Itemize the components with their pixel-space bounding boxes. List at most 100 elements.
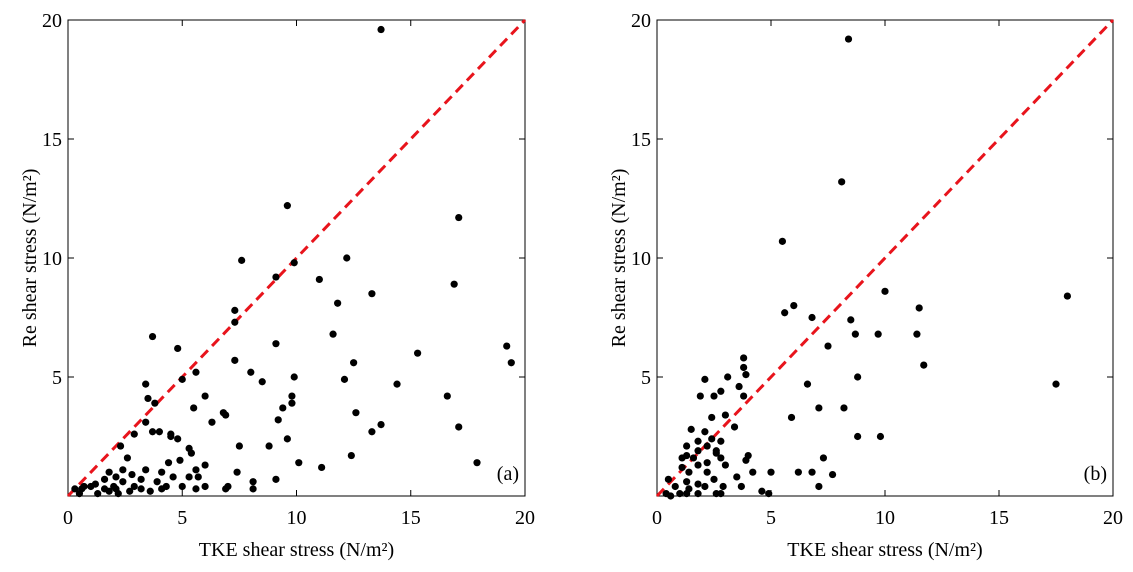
point [694, 461, 702, 469]
point [249, 478, 257, 486]
x-tick-label: 20 [1103, 507, 1123, 529]
point [881, 287, 889, 295]
point [724, 373, 732, 381]
point [854, 373, 862, 381]
point [393, 380, 401, 388]
point [176, 456, 184, 464]
point [667, 492, 675, 500]
point [915, 304, 923, 312]
point [329, 330, 337, 338]
y-tick-label: 20 [42, 10, 62, 32]
point [231, 306, 239, 314]
point [685, 468, 693, 476]
point [730, 423, 739, 431]
x-tick-label: 5 [766, 507, 776, 529]
point [75, 490, 84, 498]
point [710, 392, 718, 400]
point [664, 475, 673, 483]
point [290, 259, 298, 267]
point [274, 416, 282, 424]
point [153, 478, 161, 486]
point [876, 432, 885, 441]
point [146, 487, 154, 495]
point [222, 411, 230, 419]
y-tick-label: 20 [631, 10, 651, 32]
point [233, 468, 241, 476]
x-tick-label: 10 [287, 507, 307, 529]
point [130, 482, 138, 491]
y-tick-label: 10 [631, 248, 651, 270]
point [178, 375, 186, 383]
point [249, 485, 257, 493]
point [414, 349, 422, 357]
point [272, 340, 280, 348]
y-axis-label: Re shear stress (N/m²) [608, 169, 630, 348]
point [803, 380, 812, 388]
point [740, 363, 748, 372]
point [790, 302, 798, 310]
point [288, 392, 296, 400]
point [694, 490, 702, 498]
point [794, 468, 802, 476]
point [164, 459, 173, 467]
point [187, 449, 195, 457]
panel-label: (b) [1084, 463, 1107, 485]
point [815, 482, 823, 491]
point [683, 490, 691, 498]
point [758, 487, 766, 495]
point [847, 316, 855, 324]
point [1052, 380, 1060, 388]
point [222, 485, 230, 493]
point [295, 459, 303, 467]
point [279, 404, 287, 412]
point [740, 392, 748, 400]
point [708, 435, 716, 443]
point [142, 466, 150, 474]
point [126, 487, 134, 495]
point [740, 354, 748, 362]
point [174, 344, 182, 353]
point [808, 313, 816, 322]
point [781, 309, 789, 317]
point [676, 490, 684, 498]
y-tick-label: 5 [641, 367, 651, 389]
point [703, 468, 711, 476]
point [158, 485, 166, 493]
point [854, 432, 862, 441]
point [712, 449, 720, 457]
point [767, 468, 775, 476]
point [71, 485, 79, 493]
point [450, 280, 458, 288]
panel: 0 5 10 15 20 5 10 15 20 TKE shear stress (N/m²) Re… [19, 10, 535, 561]
point [178, 482, 186, 491]
point [288, 399, 296, 407]
point [735, 382, 743, 391]
point [137, 485, 145, 493]
point [119, 478, 127, 486]
point [377, 421, 385, 429]
point [368, 290, 376, 298]
point [235, 442, 243, 450]
point [155, 428, 163, 436]
x-axis-label: TKE shear stress (N/m²) [787, 539, 982, 561]
point [100, 475, 109, 483]
reference-line [66, 18, 527, 498]
point [503, 342, 511, 350]
x-tick-label: 5 [177, 507, 187, 529]
point [105, 468, 113, 476]
point [112, 473, 120, 481]
point [828, 470, 837, 479]
point [1063, 292, 1071, 300]
point [192, 368, 200, 376]
x-tick-label: 0 [63, 507, 73, 529]
point [678, 454, 686, 462]
point [696, 392, 704, 400]
point [717, 454, 725, 462]
point [368, 428, 376, 436]
x-tick-label: 0 [652, 507, 662, 529]
point [238, 256, 246, 264]
point [765, 490, 773, 498]
point [340, 375, 349, 383]
point [347, 451, 355, 460]
y-tick-label: 10 [42, 248, 62, 270]
